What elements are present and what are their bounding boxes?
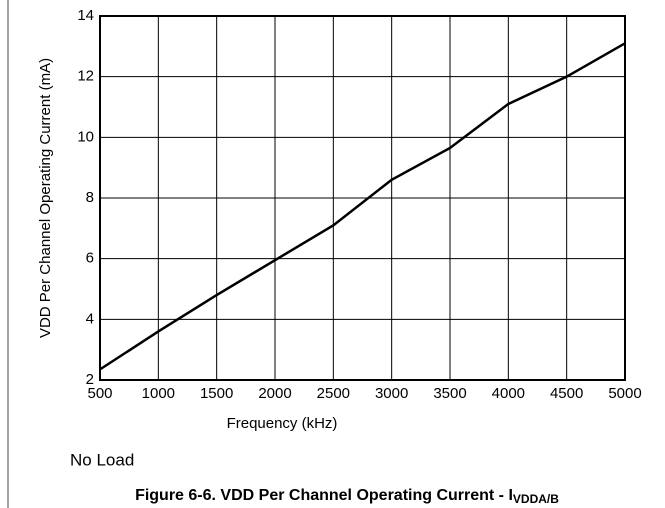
y-tick-label: 12 [77,68,94,85]
x-tick-label: 5000 [608,385,641,402]
caption-text: Figure 6-6. VDD Per Channel Operating Cu… [135,487,513,504]
x-tick-label: 2000 [258,385,291,402]
y-axis-label: VDD Per Channel Operating Current (mA) [37,58,54,338]
x-tick-label: 1000 [142,385,175,402]
data-line [99,42,626,371]
x-tick-label: 3500 [433,385,466,402]
x-axis-label: Frequency (kHz) [227,415,338,432]
y-tick-label: 2 [86,371,94,388]
note: No Load [70,450,134,469]
y-tick-label: 14 [77,7,94,24]
y-tick-label: 4 [86,310,94,327]
x-tick-label: 4000 [492,385,525,402]
y-tick-label: 10 [77,128,94,145]
x-tick-label: 4500 [550,385,583,402]
x-tick-label: 1500 [200,385,233,402]
x-tick-label: 2500 [317,385,350,402]
x-tick-label: 500 [87,385,112,402]
caption: Figure 6-6. VDD Per Channel Operating Cu… [135,487,559,506]
y-tick-label: 8 [86,189,94,206]
caption-subscript: VDDA/B [513,492,559,506]
x-tick-label: 3000 [375,385,408,402]
y-tick-label: 6 [86,250,94,267]
plot-frame [99,15,626,381]
